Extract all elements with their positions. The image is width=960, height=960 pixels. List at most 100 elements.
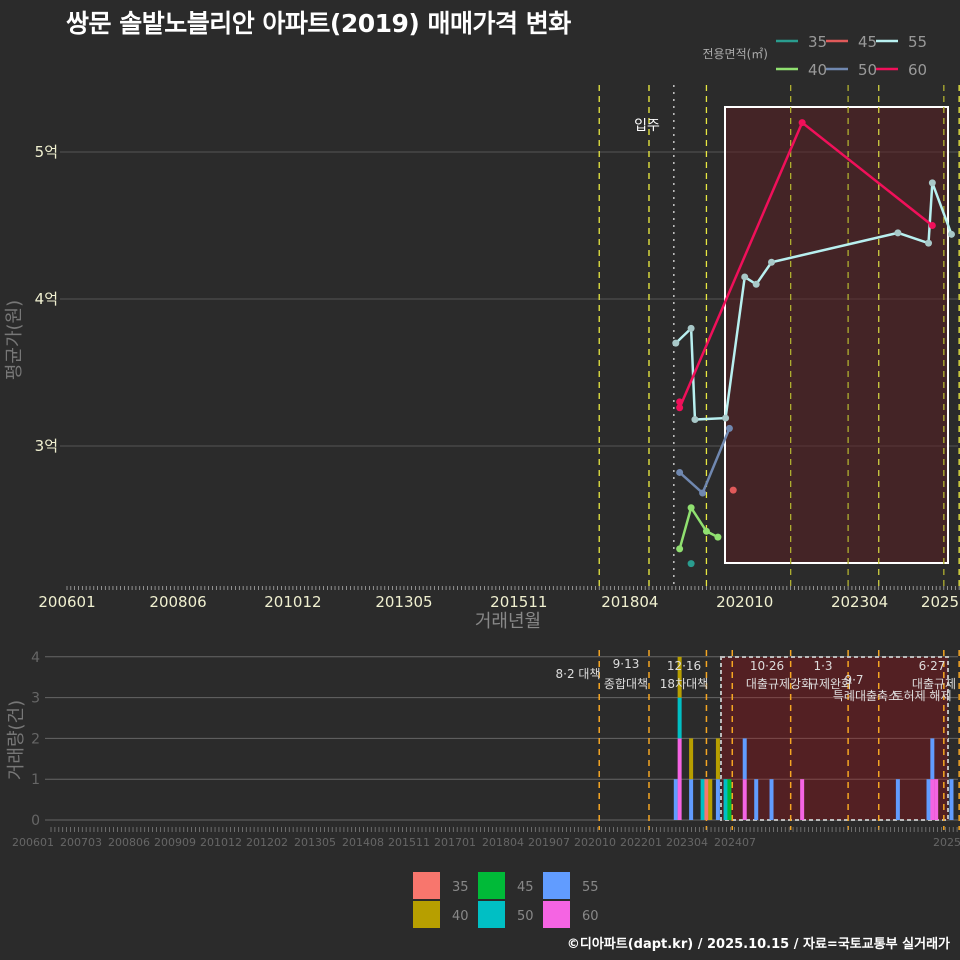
legend-swatch: [413, 872, 440, 899]
bar-segment: [930, 779, 934, 820]
policy-label: 10·26: [750, 659, 784, 673]
bar-segment: [930, 738, 934, 779]
bar-segment: [743, 738, 747, 779]
data-point: [925, 240, 932, 247]
bar-segment: [727, 779, 731, 820]
x-tick-label: 200601: [38, 593, 95, 611]
data-point: [703, 528, 710, 535]
legend-label: 55: [582, 880, 599, 895]
x-tick-label: 202010: [574, 836, 616, 849]
data-point: [688, 560, 695, 567]
x-tick-label: 202304: [666, 836, 708, 849]
policy-label: 9·13: [613, 657, 640, 671]
bar-segment: [754, 779, 758, 820]
credit-text: ©디아파트(dapt.kr) / 2025.10.15 / 자료=국토교통부 실…: [567, 933, 950, 952]
legend-swatch: [478, 901, 505, 928]
policy-label: 8·2 대책: [556, 666, 601, 681]
x-tick-label: 200806: [149, 593, 206, 611]
x-tick-label: 202304: [831, 593, 888, 611]
chart-canvas: 3억4억5억평균가(원)입주20060120080620101220130520…: [0, 0, 960, 960]
x-tick-label: 202010: [716, 593, 773, 611]
x-tick-label: 202407: [714, 836, 756, 849]
policy-label: 6·27: [919, 659, 946, 673]
y-tick-label: 1: [31, 772, 40, 788]
legend-label: 50: [517, 909, 534, 924]
policy-label: 18차대책: [660, 676, 708, 691]
x-tick-label: 201804: [601, 593, 658, 611]
x-tick-label: 200806: [108, 836, 150, 849]
bar-segment: [896, 779, 900, 820]
data-point: [722, 415, 729, 422]
x-tick-label: 201305: [375, 593, 432, 611]
bar-segment: [716, 738, 720, 779]
policy-label: 토허제 해제: [892, 689, 951, 703]
y-tick-label: 4: [31, 650, 40, 666]
y-axis-label: 거래량(건): [6, 700, 27, 780]
legend-title: 전용면적(㎡): [702, 47, 768, 61]
bar-segment: [800, 779, 804, 820]
legend-swatch: [478, 872, 505, 899]
x-tick-label: 201511: [490, 593, 547, 611]
series-35: [688, 560, 695, 567]
x-axis-label: 거래년월: [475, 611, 541, 632]
y-tick-label: 2: [31, 731, 40, 747]
data-point: [672, 340, 679, 347]
data-point: [688, 504, 695, 511]
data-point: [688, 325, 695, 332]
policy-label: 종합대책: [604, 676, 648, 691]
data-point: [730, 487, 737, 494]
bar-segment: [716, 779, 720, 820]
policy-label: 특례대출축소: [833, 689, 899, 703]
data-point: [929, 179, 936, 186]
legend-label: 35: [452, 880, 469, 895]
x-tick-label: 202201: [620, 836, 662, 849]
x-tick-label: 2025: [921, 593, 959, 611]
highlight-box: [725, 107, 948, 563]
x-tick-label: 201408: [342, 836, 384, 849]
legend-label: 60: [582, 909, 599, 924]
y-tick-label: 5억: [35, 143, 58, 161]
data-point: [753, 281, 760, 288]
x-tick-label: 2025: [933, 836, 960, 849]
policy-label: 12·16: [667, 659, 701, 673]
x-tick-label: 201202: [246, 836, 288, 849]
legend-swatch: [543, 901, 570, 928]
x-tick-label: 201012: [200, 836, 242, 849]
data-point: [691, 416, 698, 423]
series-45: [730, 487, 737, 494]
bar-segment: [770, 779, 774, 820]
top-legend: 전용면적(㎡) 35 45 55 40 50 60: [702, 33, 927, 79]
legend-label: 45: [858, 33, 877, 51]
legend-label: 55: [908, 33, 927, 51]
legend-swatch: [543, 872, 570, 899]
legend-label: 35: [808, 33, 827, 51]
bar-segment: [949, 779, 953, 820]
data-point: [741, 273, 748, 280]
policy-label: 1·3: [813, 659, 832, 673]
data-point: [948, 231, 955, 238]
x-tick-label: 200601: [12, 836, 54, 849]
y-tick-label: 3: [31, 691, 40, 707]
bar-segment: [934, 779, 938, 820]
bar-segment: [689, 738, 693, 779]
x-tick-label: 200909: [154, 836, 196, 849]
legend-swatch: [413, 901, 440, 928]
bar-segment: [678, 738, 682, 820]
bar-segment: [678, 698, 682, 739]
series-40: [676, 504, 721, 552]
data-point: [894, 229, 901, 236]
y-tick-label: 3억: [35, 437, 58, 455]
bar-segment: [689, 779, 693, 820]
data-point: [768, 259, 775, 266]
bar-segment: [724, 779, 728, 820]
legend-label: 40: [808, 61, 827, 79]
move-in-label: 입주: [634, 118, 660, 134]
legend-label: 50: [858, 61, 877, 79]
legend-label: 60: [908, 61, 927, 79]
bar-segment: [743, 779, 747, 820]
data-point: [726, 425, 733, 432]
bar-segment: [704, 779, 708, 820]
policy-label: 대출규제: [912, 677, 956, 691]
data-point: [676, 545, 683, 552]
data-point: [929, 222, 936, 229]
